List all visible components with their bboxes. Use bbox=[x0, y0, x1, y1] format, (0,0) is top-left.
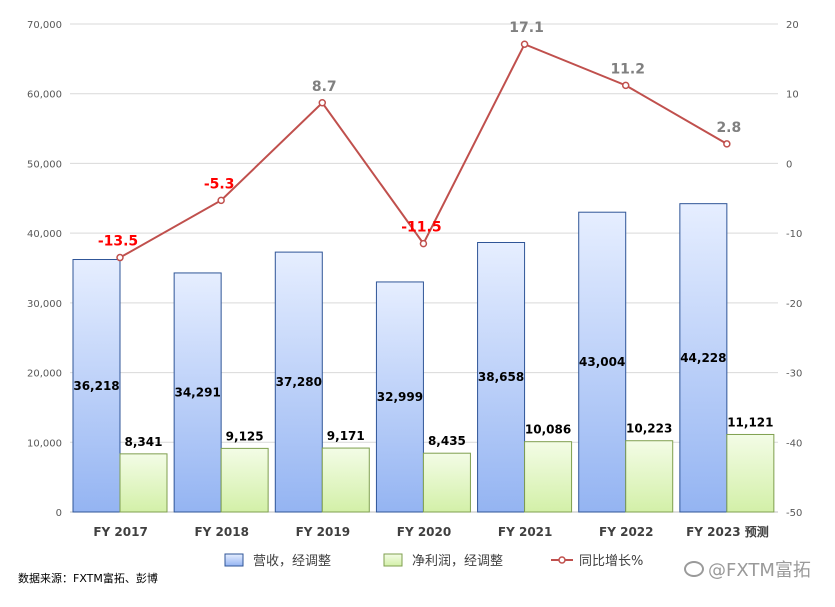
x-tick-label: FY 2022 bbox=[599, 525, 653, 539]
revenue-data-label: 37,280 bbox=[276, 375, 322, 389]
y-left-tick-label: 60,000 bbox=[27, 90, 62, 101]
y-right-tick-label: -10 bbox=[786, 229, 802, 240]
x-tick-label: FY 2020 bbox=[397, 525, 451, 539]
y-right-tick-label: -40 bbox=[786, 438, 802, 449]
profit-bar bbox=[422, 452, 471, 513]
legend-swatch-profit bbox=[383, 553, 403, 567]
revenue-bar bbox=[72, 259, 121, 513]
y-right-tick-label: -20 bbox=[786, 299, 802, 310]
y-left-tick-label: 0 bbox=[56, 508, 62, 519]
growth-point bbox=[621, 81, 630, 90]
profit-data-label: 8,341 bbox=[125, 435, 163, 449]
profit-data-label: 11,121 bbox=[727, 415, 773, 429]
revenue-data-label: 38,658 bbox=[478, 370, 524, 384]
revenue-data-label: 36,218 bbox=[73, 379, 119, 393]
y-left-tick-label: 10,000 bbox=[27, 438, 62, 449]
y-left-tick-label: 70,000 bbox=[27, 20, 62, 31]
revenue-bar bbox=[274, 251, 323, 513]
profit-bar bbox=[321, 447, 370, 513]
y-right-tick-label: 0 bbox=[786, 159, 792, 170]
revenue-bar bbox=[477, 241, 526, 513]
wechat-icon bbox=[684, 561, 704, 577]
growth-point bbox=[723, 140, 731, 148]
y-left-tick-label: 50,000 bbox=[27, 159, 62, 170]
profit-bar bbox=[119, 453, 168, 513]
legend-swatch-growth-marker bbox=[558, 556, 566, 564]
growth-point bbox=[520, 40, 529, 48]
revenue-data-label: 43,004 bbox=[579, 355, 625, 369]
x-tick-label: FY 2017 bbox=[93, 525, 147, 539]
profit-data-label: 9,171 bbox=[327, 429, 365, 443]
y-right-tick-label: 20 bbox=[786, 20, 799, 31]
legend-swatch-revenue bbox=[224, 553, 244, 567]
growth-data-label: 2.8 bbox=[716, 120, 741, 136]
profit-bar bbox=[220, 447, 269, 513]
profit-data-label: 8,435 bbox=[428, 434, 466, 448]
legend-label: 同比增长% bbox=[579, 554, 643, 569]
revenue-bar bbox=[173, 272, 222, 513]
y-left-tick-label: 40,000 bbox=[27, 229, 62, 240]
revenue-data-label: 32,999 bbox=[377, 390, 423, 404]
watermark: @FXTM富拓 bbox=[684, 556, 811, 582]
revenue-data-label: 34,291 bbox=[174, 385, 220, 399]
x-tick-label: FY 2018 bbox=[194, 525, 248, 539]
growth-data-label: -11.5 bbox=[401, 220, 441, 236]
revenue-bar bbox=[578, 211, 627, 513]
watermark-text: @FXTM富拓 bbox=[708, 560, 811, 581]
growth-point bbox=[318, 99, 327, 107]
profit-bar bbox=[726, 433, 775, 513]
x-tick-label: FY 2023 预测 bbox=[686, 524, 769, 539]
y-right-tick-label: -30 bbox=[786, 369, 802, 380]
profit-bar bbox=[524, 441, 573, 513]
profit-data-label: 10,223 bbox=[626, 422, 672, 436]
y-right-tick-label: -50 bbox=[786, 508, 802, 519]
growth-data-label: 8.7 bbox=[312, 79, 337, 95]
y-left-tick-label: 30,000 bbox=[27, 299, 62, 310]
source-note: 数据来源：FXTM富拓、彭博 bbox=[18, 572, 158, 585]
growth-point bbox=[419, 239, 428, 248]
profit-bar bbox=[625, 440, 674, 513]
x-tick-label: FY 2021 bbox=[498, 525, 552, 539]
legend-label: 营收，经调整 bbox=[253, 554, 331, 569]
growth-point bbox=[217, 196, 225, 205]
x-tick-label: FY 2019 bbox=[296, 525, 350, 539]
revenue-bar bbox=[375, 281, 424, 513]
revenue-data-label: 44,228 bbox=[680, 351, 726, 365]
profit-data-label: 10,086 bbox=[525, 423, 571, 437]
growth-data-label: 11.2 bbox=[610, 61, 645, 77]
growth-data-label: -5.3 bbox=[204, 176, 235, 192]
growth-point bbox=[116, 253, 124, 262]
y-right-tick-label: 10 bbox=[786, 90, 799, 101]
growth-data-label: -13.5 bbox=[98, 234, 138, 250]
y-left-tick-label: 20,000 bbox=[27, 369, 62, 380]
legend-label: 净利润，经调整 bbox=[412, 554, 503, 569]
profit-data-label: 9,125 bbox=[226, 429, 264, 443]
revenue-bar bbox=[679, 203, 728, 513]
growth-data-label: 17.1 bbox=[509, 20, 544, 36]
